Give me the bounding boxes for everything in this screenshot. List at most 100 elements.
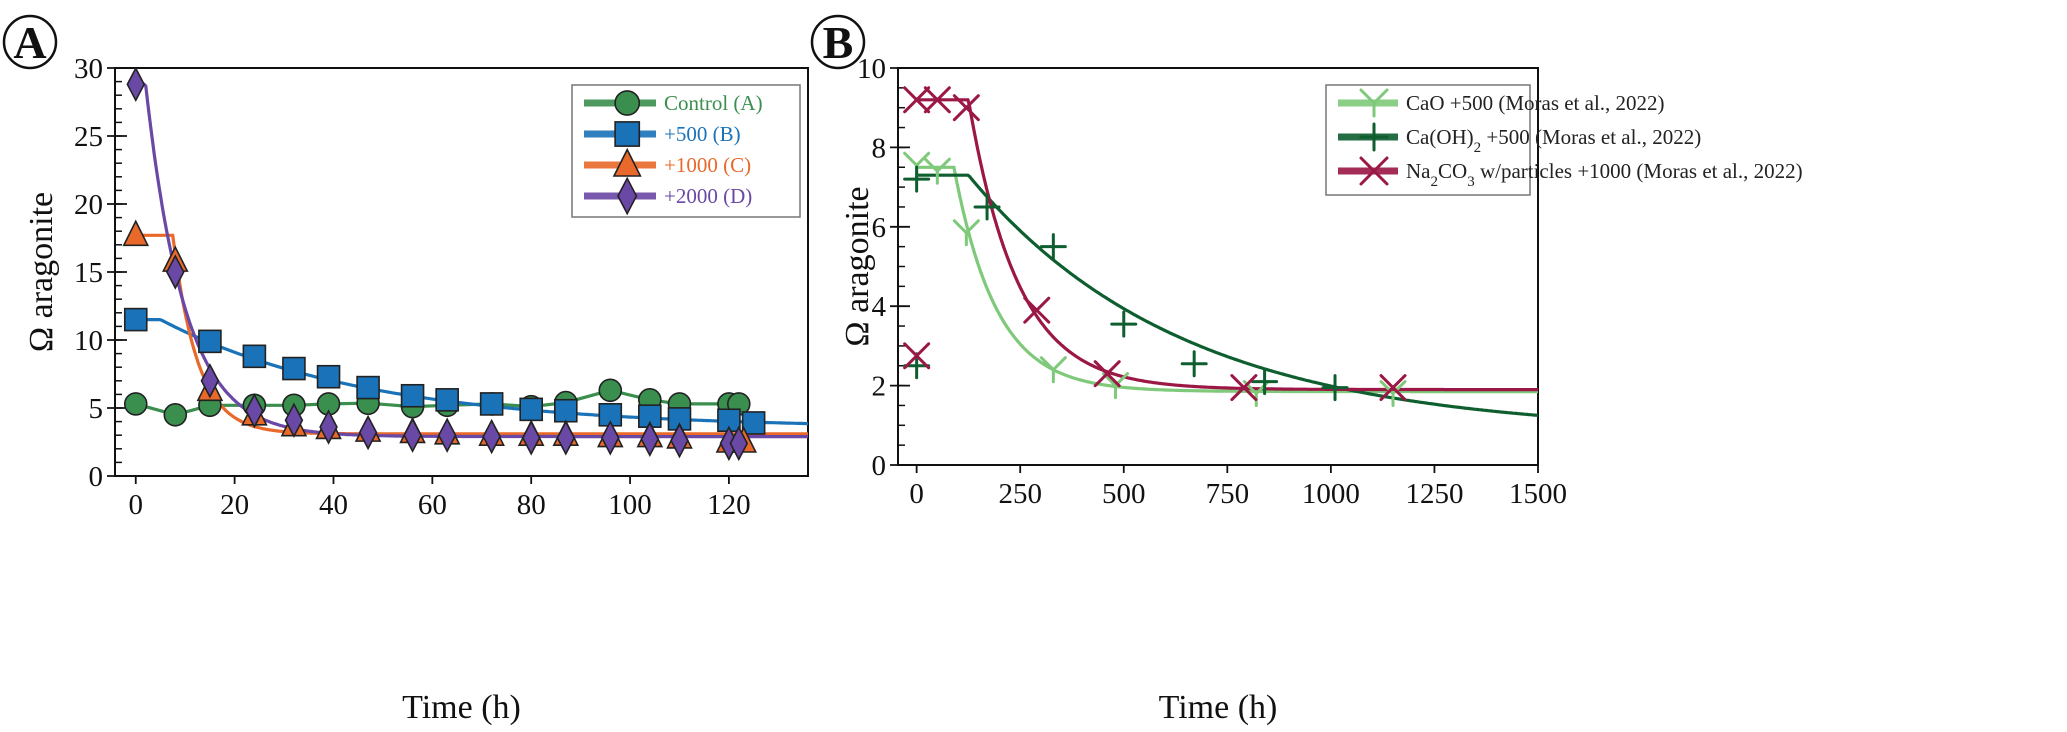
data-point: [670, 422, 689, 459]
x-axis-title: Time (h): [1159, 689, 1278, 726]
data-point: [521, 420, 541, 456]
data-point: [1039, 356, 1067, 384]
data-point: [200, 363, 220, 399]
legend-marker: [612, 147, 642, 177]
marker-stroke: [935, 157, 951, 173]
data-point: [123, 307, 148, 332]
data-point: [903, 86, 931, 114]
marker-stroke: [1379, 374, 1407, 402]
y-tick-label: 4: [872, 291, 887, 323]
x-tick-label: 1250: [1405, 478, 1463, 510]
data-point: [284, 402, 304, 438]
data-point: [356, 375, 380, 400]
plot-area: [903, 86, 1538, 417]
panel-label: B: [823, 17, 854, 68]
marker-stroke: [903, 86, 931, 114]
data-point: [1321, 374, 1349, 402]
legend-label: +1000 (C): [664, 153, 751, 177]
marker-stroke: [952, 219, 968, 235]
x-tick-label: 1500: [1509, 478, 1567, 510]
panel-label-circle: [810, 14, 866, 70]
y-tick-label: 0: [872, 450, 887, 482]
y-tick-label: 8: [872, 132, 887, 164]
data-point: [556, 420, 576, 456]
x-tick-label: 60: [418, 489, 447, 521]
data-point: [1379, 380, 1407, 408]
data-point: [729, 425, 749, 462]
marker-stroke: [1051, 356, 1067, 372]
data-point: [553, 398, 578, 423]
data-point: [923, 157, 951, 185]
data-point: [400, 383, 425, 408]
data-point: [245, 392, 264, 429]
legend-label: Control (A): [664, 91, 763, 115]
y-tick-label: 5: [89, 393, 104, 425]
legend: Control (A) +500 (B) +1000 (C) +2000 (D): [571, 84, 801, 218]
marker-stroke: [923, 157, 939, 173]
x-tick-label: 40: [319, 489, 348, 521]
legend-marker: [1359, 122, 1389, 152]
y-tick-label: 6: [872, 212, 887, 244]
data-point: [126, 68, 146, 103]
legend-marker: [614, 121, 641, 147]
series-line-na2co3-w-particles-1000-moras-et-al-2022-: [916, 98, 1538, 392]
x-tick-label: 120: [707, 489, 751, 521]
x-tick-label: 20: [220, 489, 249, 521]
marker-stroke: [923, 86, 951, 114]
data-point: [198, 329, 222, 354]
legend-marker: [1359, 156, 1389, 186]
y-tick-label: 2: [872, 371, 887, 403]
data-point: [403, 417, 422, 453]
marker-stroke: [1093, 360, 1121, 388]
y-tick-label: 0: [89, 461, 104, 493]
data-point: [1093, 360, 1121, 388]
data-point: [1023, 296, 1051, 324]
legend-marker: [1359, 88, 1389, 118]
data-point: [319, 409, 338, 445]
data-point: [903, 165, 931, 193]
x-tick-label: 0: [129, 489, 144, 521]
data-point: [1039, 233, 1067, 261]
marker-stroke: [1359, 88, 1376, 105]
legend-label: +2000 (D): [664, 184, 752, 208]
data-point: [435, 388, 459, 412]
data-point: [282, 356, 306, 381]
marker-stroke: [1254, 380, 1270, 396]
data-point: [316, 364, 341, 389]
data-point: [122, 219, 150, 247]
x-axis-title: Time (h): [402, 689, 521, 726]
marker-stroke: [915, 151, 931, 167]
data-point: [600, 420, 620, 456]
data-point: [519, 397, 543, 422]
x-tick-label: 250: [998, 478, 1042, 510]
series-line--500-b-: [135, 318, 808, 426]
y-tick-label: 15: [74, 257, 103, 289]
marker-stroke: [1359, 156, 1389, 186]
marker-stroke: [1230, 374, 1258, 402]
legend-label: +500 (B): [664, 122, 741, 146]
legend-marker: [614, 90, 641, 116]
data-point: [741, 411, 766, 435]
panel-B: B 0 2 4 6 8 10 0 250 500 750 1000 1250 1500 Time (h) Ω …: [810, 14, 1803, 726]
legend-label: Ca(OH)2 +500 (Moras et al., 2022): [1406, 125, 1701, 156]
marker-stroke: [903, 342, 931, 370]
data-point: [242, 344, 267, 369]
x-tick-label: 750: [1206, 478, 1250, 510]
marker-stroke: [1023, 296, 1051, 324]
marker-stroke: [1039, 356, 1055, 372]
data-point: [437, 417, 457, 453]
data-point: [1110, 310, 1138, 338]
x-tick-label: 100: [608, 489, 652, 521]
data-point: [973, 193, 1001, 221]
data-point: [482, 418, 501, 455]
x-tick-label: 0: [909, 478, 924, 510]
data-point: [479, 392, 504, 416]
x-tick-label: 80: [517, 489, 546, 521]
y-tick-label: 10: [857, 53, 886, 85]
data-point: [1230, 374, 1258, 402]
legend-label: CaO +500 (Moras et al., 2022): [1406, 91, 1665, 115]
panel-A: A 0 5 10 15 20 25 30 0 20 40 60 80 100 120 Time (h) Ω ar…: [2, 14, 809, 726]
data-point: [640, 421, 660, 458]
data-point: [1251, 368, 1279, 396]
